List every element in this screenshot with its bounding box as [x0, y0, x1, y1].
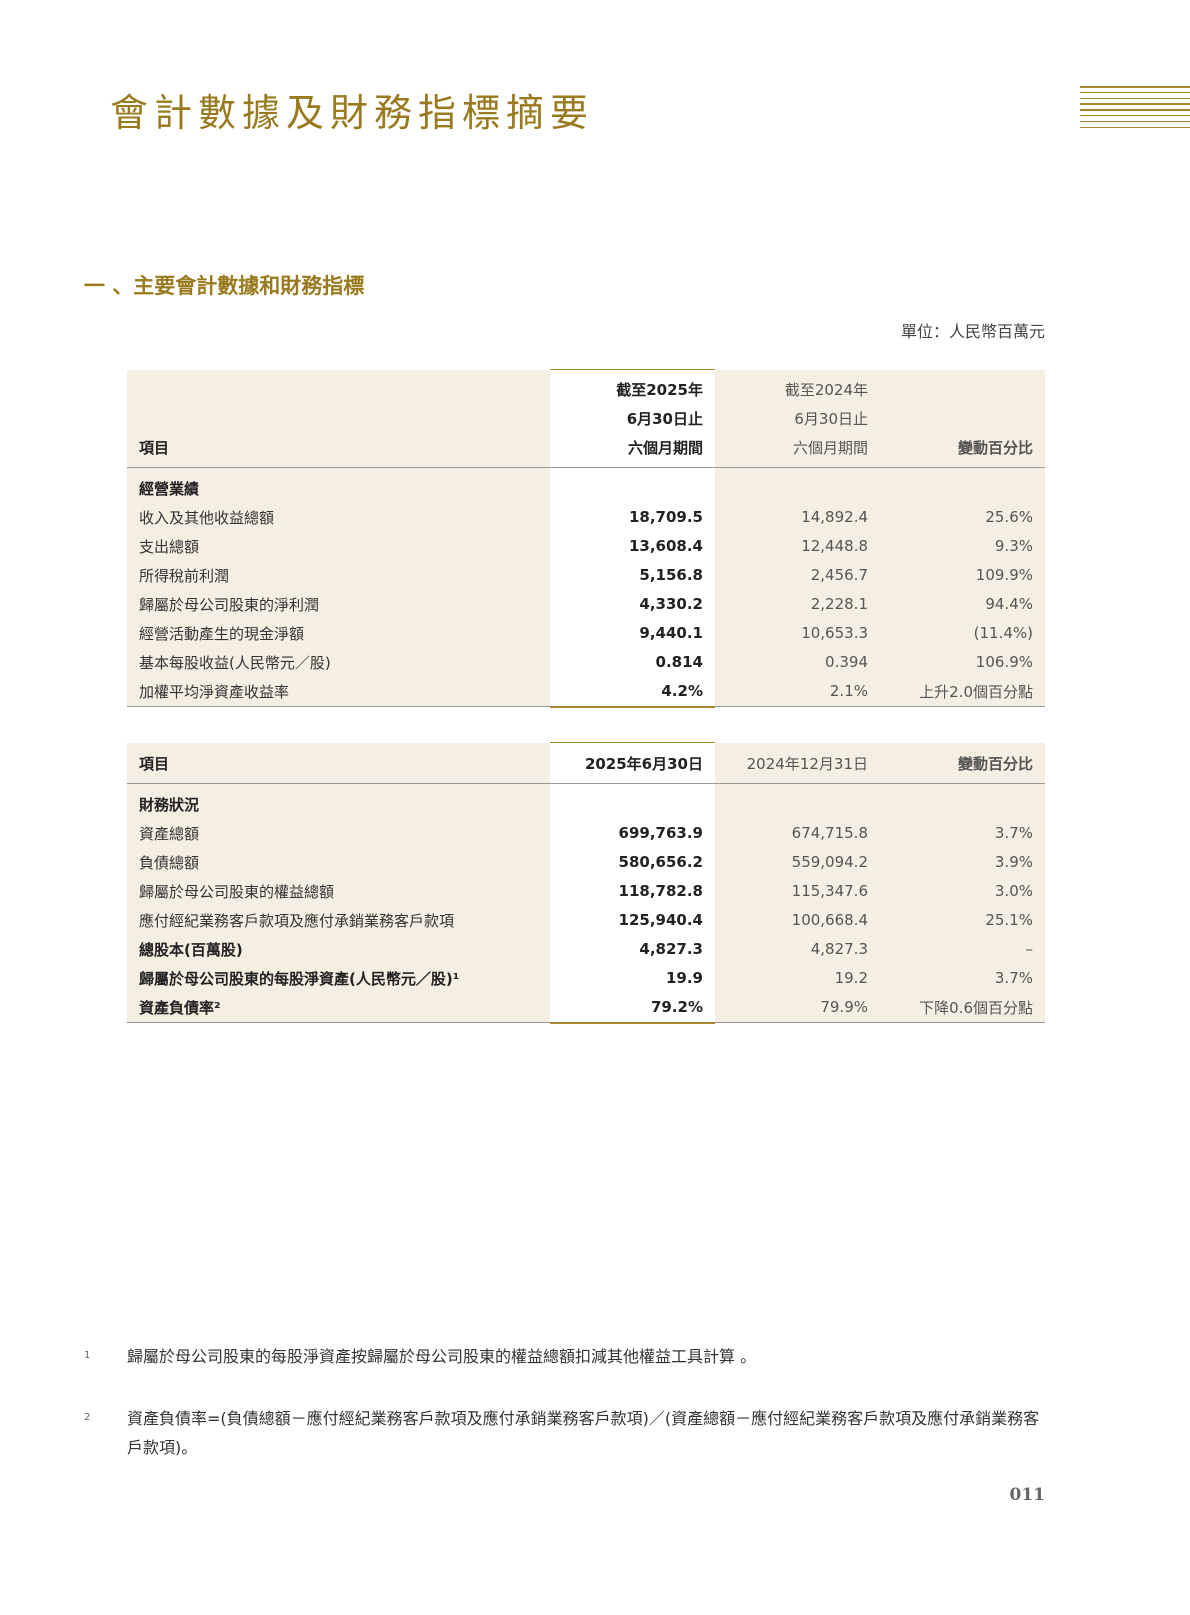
cell-label: 支出總額	[127, 531, 550, 561]
table-header: 項目 截至2025年 6月30日止 六個月期間 截至2024年 6月30日止 六個月期間…	[127, 369, 1045, 468]
group-row: 財務狀況	[127, 783, 1045, 819]
cell-v2025: 580,656.2	[550, 847, 715, 877]
group-row: 經營業績	[127, 467, 1045, 503]
header-item: 項目	[139, 754, 170, 773]
cell-v2025: 5,156.8	[550, 560, 715, 590]
table-row: 歸屬於母公司股東的權益總額 118,782.8 115,347.6 3.0%	[127, 876, 1045, 906]
cell-change: (11.4%)	[880, 618, 1045, 648]
cell-v2024: 559,094.2	[715, 847, 880, 877]
cell-v2025: 4.2%	[550, 676, 715, 708]
page-title: 會計數據及財務指標摘要	[110, 91, 595, 135]
unit-label: 單位：人民幣百萬元	[900, 322, 1045, 341]
cell-change: 25.1%	[880, 905, 1045, 935]
cell-change: 106.9%	[880, 647, 1045, 677]
table-row: 加權平均淨資產收益率 4.2% 2.1% 上升2.0個百分點	[127, 676, 1045, 708]
cell-v2024: 2.1%	[715, 676, 880, 707]
cell-v2024: 2,456.7	[715, 560, 880, 590]
cell-label: 資產總額	[127, 818, 550, 848]
cell-change: 3.9%	[880, 847, 1045, 877]
table-row: 收入及其他收益總額 18,709.5 14,892.4 25.6%	[127, 502, 1045, 532]
table-row: 資產負債率² 79.2% 79.9% 下降0.6個百分點	[127, 992, 1045, 1024]
cell-v2024: 14,892.4	[715, 502, 880, 532]
cell-v2025: 0.814	[550, 647, 715, 677]
cell-v2024: 12,448.8	[715, 531, 880, 561]
cell-label: 歸屬於母公司股東的每股淨資產(人民幣元／股)¹	[127, 963, 550, 993]
table-row: 所得稅前利潤 5,156.8 2,456.7 109.9%	[127, 560, 1045, 590]
cell-change: 94.4%	[880, 589, 1045, 619]
table-row: 應付經紀業務客戶款項及應付承銷業務客戶款項 125,940.4 100,668.4 2…	[127, 905, 1045, 935]
header-2025: 2025年6月30日	[584, 754, 703, 773]
header-2025: 截至2025年 6月30日止 六個月期間	[616, 380, 703, 457]
cell-v2025: 18,709.5	[550, 502, 715, 532]
cell-v2025: 125,940.4	[550, 905, 715, 935]
table-header: 項目 2025年6月30日 2024年12月31日 變動百分比	[127, 742, 1045, 784]
header-2024: 截至2024年 6月30日止 六個月期間	[784, 380, 868, 457]
cell-v2024: 674,715.8	[715, 818, 880, 848]
cell-label: 歸屬於母公司股東的權益總額	[127, 876, 550, 906]
table-row: 負債總額 580,656.2 559,094.2 3.9%	[127, 847, 1045, 877]
cell-v2025: 4,827.3	[550, 934, 715, 964]
cell-v2024: 0.394	[715, 647, 880, 677]
cell-change: 下降0.6個百分點	[880, 992, 1045, 1023]
table-row: 資產總額 699,763.9 674,715.8 3.7%	[127, 818, 1045, 848]
operating-results-table: 項目 截至2025年 6月30日止 六個月期間 截至2024年 6月30日止 六個月期間…	[127, 369, 1045, 708]
section-title: 一 、主要會計數據和財務指標	[84, 274, 365, 298]
footnote-2: 資產負債率=(負債總額－應付經紀業務客戶款項及應付承銷業務客戶款項)／(資產總額…	[127, 1409, 1040, 1457]
cell-v2024: 10,653.3	[715, 618, 880, 648]
cell-v2025: 19.9	[550, 963, 715, 993]
footnote-1: 歸屬於母公司股東的每股淨資產按歸屬於母公司股東的權益總額扣減其他權益工具計算 。	[127, 1347, 757, 1366]
cell-change: –	[880, 934, 1045, 964]
cell-change: 3.7%	[880, 818, 1045, 848]
cell-label: 加權平均淨資產收益率	[127, 676, 550, 707]
cell-v2024: 79.9%	[715, 992, 880, 1023]
cell-v2025: 4,330.2	[550, 589, 715, 619]
cell-v2025: 118,782.8	[550, 876, 715, 906]
decorative-lines	[1080, 86, 1190, 132]
cell-v2024: 19.2	[715, 963, 880, 993]
cell-label: 經營活動產生的現金淨額	[127, 618, 550, 648]
table-row: 經營活動產生的現金淨額 9,440.1 10,653.3 (11.4%)	[127, 618, 1045, 648]
cell-label: 負債總額	[127, 847, 550, 877]
cell-v2025: 13,608.4	[550, 531, 715, 561]
table-row: 歸屬於母公司股東的淨利潤 4,330.2 2,228.1 94.4%	[127, 589, 1045, 619]
table-row: 歸屬於母公司股東的每股淨資產(人民幣元／股)¹ 19.9 19.2 3.7%	[127, 963, 1045, 993]
header-item: 項目	[139, 438, 170, 457]
footnote-number: 2	[84, 1412, 91, 1423]
header-2024: 2024年12月31日	[746, 754, 868, 773]
cell-change: 109.9%	[880, 560, 1045, 590]
table-row: 總股本(百萬股) 4,827.3 4,827.3–	[127, 934, 1045, 964]
header-change: 變動百分比	[957, 438, 1033, 457]
cell-label: 歸屬於母公司股東的淨利潤	[127, 589, 550, 619]
cell-label: 資產負債率²	[127, 992, 550, 1023]
cell-label: 收入及其他收益總額	[127, 502, 550, 532]
cell-change: 3.0%	[880, 876, 1045, 906]
table-row: 基本每股收益(人民幣元／股) 0.814 0.394 106.9%	[127, 647, 1045, 677]
cell-label: 所得稅前利潤	[127, 560, 550, 590]
page-number: 011	[1009, 1485, 1046, 1505]
cell-change: 上升2.0個百分點	[880, 676, 1045, 707]
cell-v2025: 699,763.9	[550, 818, 715, 848]
financial-position-table: 項目 2025年6月30日 2024年12月31日 變動百分比 財務狀況 資產總…	[127, 742, 1045, 1024]
header-change: 變動百分比	[957, 754, 1033, 773]
table-row: 支出總額 13,608.4 12,448.8 9.3%	[127, 531, 1045, 561]
cell-change: 3.7%	[880, 963, 1045, 993]
cell-label: 應付經紀業務客戶款項及應付承銷業務客戶款項	[127, 905, 550, 935]
cell-v2025: 9,440.1	[550, 618, 715, 648]
cell-label: 基本每股收益(人民幣元／股)	[127, 647, 550, 677]
cell-v2024: 115,347.6	[715, 876, 880, 906]
cell-label: 總股本(百萬股)	[127, 934, 550, 964]
footnote-number: 1	[84, 1350, 91, 1361]
cell-v2025: 79.2%	[550, 992, 715, 1024]
cell-v2024: 100,668.4	[715, 905, 880, 935]
cell-change: 9.3%	[880, 531, 1045, 561]
cell-change: 25.6%	[880, 502, 1045, 532]
cell-v2024: 2,228.1	[715, 589, 880, 619]
cell-v2024: 4,827.3	[715, 934, 880, 964]
